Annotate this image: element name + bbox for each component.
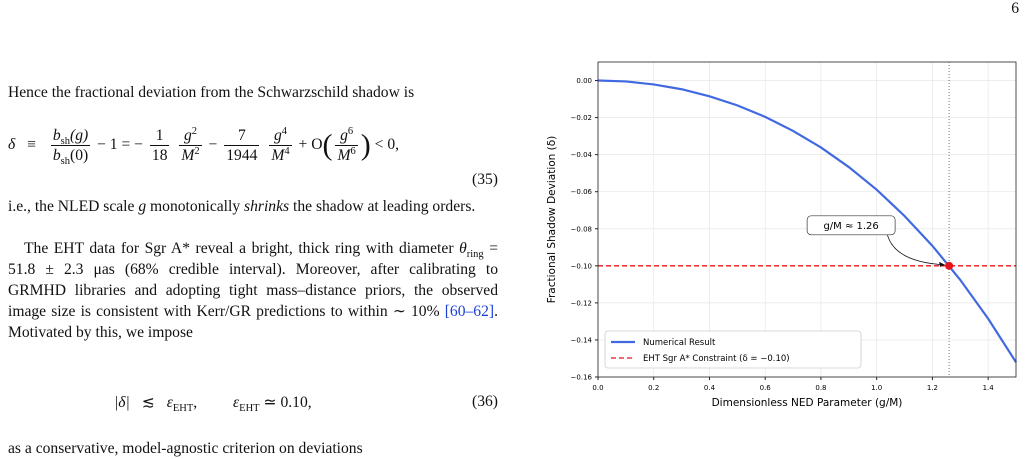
math: 4	[281, 125, 287, 137]
equation: |δ| ≲ εEHT, εEHT ≃ 0.10, (36)	[8, 393, 498, 415]
math: M	[271, 147, 285, 164]
text: monotonically	[146, 198, 245, 215]
equation: δ ≡ bsh(g) bsh(0) − 1 = − 1 18 g2 M2 − 7 194…	[8, 126, 498, 192]
math: 18	[149, 145, 170, 164]
paragraph: Hence the fractional deviation from the …	[8, 82, 498, 103]
math: g	[273, 127, 282, 144]
math: + O	[298, 136, 323, 154]
equation-body: |δ| ≲ εEHT, εEHT ≃ 0.10,	[114, 393, 312, 415]
arrow-head	[939, 261, 946, 267]
x-tick-label: 0.4	[704, 384, 716, 392]
chart: 0.00 −0.02 −0.04 −0.06 −0.08 −0.10 −0.12 −0.14 −…	[546, 61, 1017, 409]
y-tick-label: 0.00	[576, 77, 592, 85]
y-tick-label: −0.10	[571, 262, 592, 270]
fraction: g4 M4	[269, 125, 292, 165]
math: ≃ 0.10,	[263, 394, 312, 411]
text: as a conservative, model-agnostic criter…	[8, 440, 363, 457]
plot-frame	[597, 61, 1017, 378]
math: g	[340, 127, 348, 144]
math: 6	[347, 125, 354, 137]
math: sh	[60, 156, 70, 168]
math: 6	[350, 145, 356, 157]
math: ≡	[27, 136, 36, 154]
math: − 1 = −	[97, 136, 143, 154]
equation-number: (36)	[472, 393, 498, 410]
paragraph: The EHT data for Sgr A* reveal a bright,…	[8, 238, 498, 343]
math: g	[138, 198, 147, 215]
equation-number: (35)	[472, 171, 498, 188]
math: ≲	[141, 394, 155, 411]
x-tick-label: 1.4	[983, 384, 995, 392]
math: ε	[233, 394, 240, 411]
math: 1	[155, 127, 164, 144]
paragraph: i.e., the NLED scale g monotonically shr…	[8, 196, 498, 217]
math: EHT	[239, 403, 260, 415]
x-tick-label: 0.8	[815, 384, 826, 392]
x-tick-label: 1.2	[927, 384, 938, 392]
y-tick-label: −0.02	[571, 114, 592, 122]
citation[interactable]: [60–62]	[444, 303, 495, 320]
math: ring	[466, 249, 484, 261]
math: θ	[459, 240, 467, 257]
math: δ	[8, 136, 16, 154]
text: The EHT data for Sgr A* reveal a bright,…	[24, 240, 460, 257]
legend-label: EHT Sgr A* Constraint (δ = −0.10)	[643, 354, 790, 364]
x-tick-label: 1.0	[871, 384, 882, 392]
paragraph: as a conservative, model-agnostic criter…	[8, 438, 498, 459]
legend-label: Numerical Result	[643, 338, 716, 348]
y-tick-label: −0.08	[571, 225, 592, 233]
math: ,	[193, 394, 198, 411]
fraction: 1 18	[149, 126, 170, 165]
y-tick-label: −0.16	[571, 374, 593, 382]
x-tick-label: 0.6	[760, 384, 772, 392]
page-number: 6	[1011, 0, 1019, 17]
fraction: g6 M6	[335, 125, 358, 165]
annotation-box	[806, 215, 896, 236]
math: |δ|	[114, 394, 130, 411]
math: )	[360, 128, 371, 162]
math: 2	[191, 125, 198, 137]
text: . Motivated by this, we impose	[8, 303, 498, 341]
math: b	[52, 147, 61, 164]
y-tick-label: −0.14	[571, 336, 593, 344]
math: b	[52, 127, 61, 144]
emphasis: shrinks	[244, 198, 290, 215]
math: ε	[166, 394, 173, 411]
math: −	[208, 136, 218, 154]
annotation: g/M ≈ 1.26	[823, 221, 878, 232]
fraction: 7 1944	[224, 126, 260, 165]
math: 2	[194, 145, 200, 157]
math: 1944	[224, 145, 260, 164]
text: Hence the fractional deviation from the …	[8, 84, 415, 101]
math: 7	[237, 127, 246, 144]
equation-body: δ ≡ bsh(g) bsh(0) − 1 = − 1 18 g2 M2 − 7 194…	[8, 125, 400, 168]
math: (0)	[70, 147, 89, 164]
x-axis-label: Dimensionless NED Parameter (g/M)	[712, 397, 903, 409]
text: i.e., the NLED scale	[8, 198, 139, 215]
y-tick-label: −0.06	[571, 188, 593, 196]
math: EHT	[172, 403, 194, 415]
math: 4	[284, 145, 290, 157]
annotation-arrow	[886, 233, 945, 266]
math: (	[322, 128, 333, 162]
marker-point	[945, 261, 954, 270]
math: g	[183, 127, 192, 144]
math: M	[337, 147, 351, 164]
fraction: bsh(g) bsh(0)	[50, 126, 91, 168]
y-tick-label: −0.04	[571, 151, 593, 159]
legend-box	[604, 330, 862, 369]
text: the shadow at leading orders.	[289, 198, 476, 215]
fraction: g2 M2	[179, 125, 202, 165]
math: < 0,	[374, 136, 400, 154]
math: sh	[60, 136, 70, 148]
text: = 51.8 ± 2.3 μas (68% credible interval)…	[8, 240, 498, 320]
math: M	[181, 147, 195, 164]
x-tick-label: 0.0	[592, 384, 603, 392]
x-tick-label: 0.2	[648, 384, 659, 392]
y-tick-label: −0.12	[571, 299, 592, 307]
math: (g)	[70, 127, 89, 144]
y-axis-label: Fractional Shadow Deviation (δ)	[546, 136, 558, 304]
series-line	[597, 79, 1017, 363]
